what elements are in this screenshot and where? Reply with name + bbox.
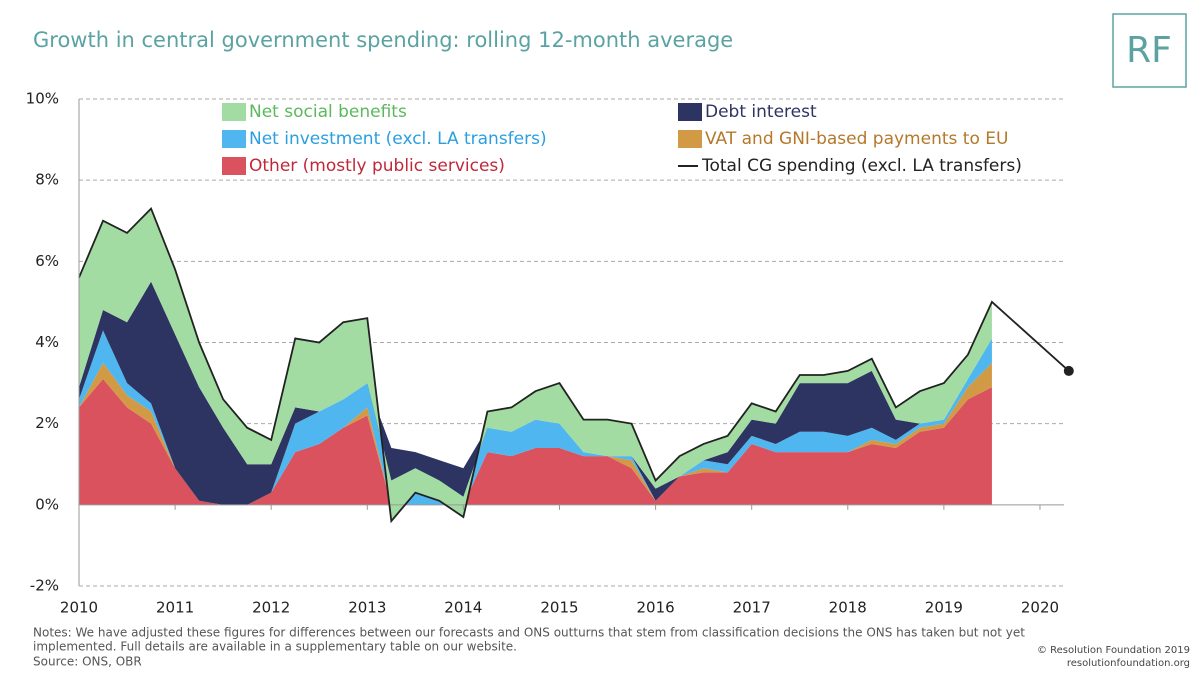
y-tick-label: 6% (35, 252, 59, 270)
y-tick-label: 8% (35, 171, 59, 189)
y-tick-label: 10% (26, 90, 59, 108)
copyright: © Resolution Foundation 2019 (1037, 645, 1190, 656)
forecast-point (1063, 365, 1074, 376)
line (78, 206, 1070, 524)
note: implemented. Full details are available … (33, 640, 517, 654)
source: Source: ONS, OBR (33, 655, 142, 669)
y-tick-label: -2% (30, 577, 59, 595)
y-tick-label: 4% (35, 333, 59, 351)
logo-box (1112, 13, 1187, 88)
legend-swatch (222, 103, 246, 121)
x-tick-label: 2016 (636, 599, 674, 617)
y-tick-label: 0% (35, 495, 59, 513)
y-tick-label: 2% (35, 414, 59, 432)
plot (78, 98, 1074, 587)
x-tick-label: 2018 (829, 599, 867, 617)
legend-label: Net social benefits (249, 102, 407, 122)
x-tick-label: 2013 (348, 599, 386, 617)
x-tick-label: 2010 (60, 599, 98, 617)
area (79, 281, 992, 505)
website: resolutionfoundation.org (1067, 658, 1190, 669)
note: Notes: We have adjusted these figures fo… (33, 626, 1025, 640)
legend-swatch (222, 157, 246, 175)
x-tick-label: 2012 (252, 599, 290, 617)
area (79, 379, 992, 505)
legend-label: VAT and GNI-based payments to EU (705, 129, 1008, 149)
x-tick-label: 2019 (925, 599, 963, 617)
legend-swatch (678, 103, 702, 121)
legend-swatch (678, 130, 702, 148)
legend-label: Total CG spending (excl. LA transfers) (701, 156, 1022, 176)
x-tick-label: 2020 (1021, 599, 1059, 617)
legend-label: Other (mostly public services) (249, 156, 505, 176)
legend-label: Net investment (excl. LA transfers) (249, 129, 547, 149)
logo: RF (1126, 30, 1172, 71)
x-tick-label: 2017 (733, 599, 771, 617)
x-tick-label: 2014 (444, 599, 482, 617)
legend-swatch (222, 130, 246, 148)
x-tick-label: 2015 (540, 599, 578, 617)
legend-label: Debt interest (705, 102, 817, 122)
x-tick-label: 2011 (156, 599, 194, 617)
chart-title: Growth in central government spending: r… (33, 28, 733, 52)
